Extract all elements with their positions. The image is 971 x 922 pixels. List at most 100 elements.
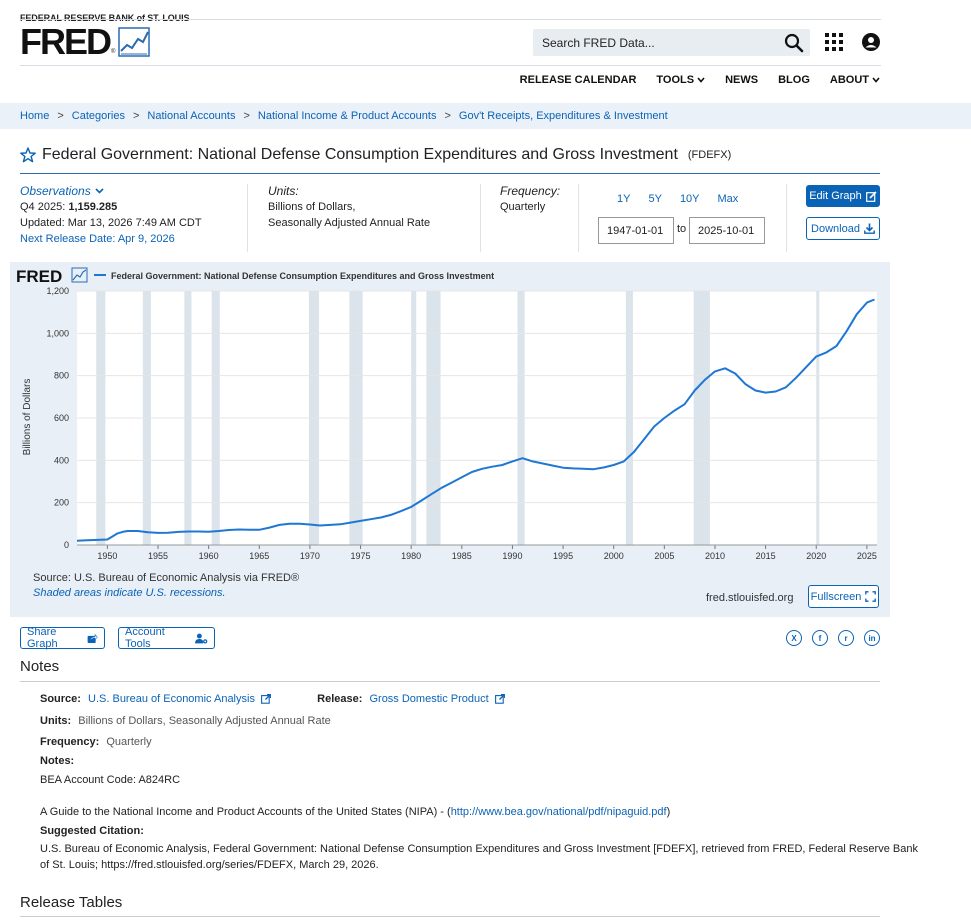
header-divider-2 <box>20 65 881 66</box>
chart-logo: FRED <box>16 267 62 286</box>
y-tick-label: 0 <box>64 540 69 550</box>
next-release-link[interactable]: Next Release Date: Apr 9, 2026 <box>20 233 175 245</box>
fred-logo[interactable]: FRED ® <box>20 21 151 62</box>
linkedin-icon[interactable]: in <box>864 630 880 646</box>
observations-dropdown[interactable]: Observations <box>20 183 202 199</box>
observations-block: Observations Q4 2025: 1,159.285 Updated:… <box>20 183 202 247</box>
notes-heading: Notes <box>20 658 60 675</box>
y-tick-label: 1,000 <box>46 328 69 338</box>
start-date-input[interactable] <box>598 217 674 244</box>
date-to-label: to <box>677 223 687 235</box>
y-tick-label: 800 <box>54 371 69 381</box>
suggested-citation-label: Suggested Citation: <box>40 825 144 837</box>
end-date-input[interactable] <box>689 217 765 244</box>
chevron-down-icon <box>697 77 705 83</box>
nav-news[interactable]: NEWS <box>725 74 759 86</box>
breadcrumb: Home > Categories > National Accounts > … <box>0 103 971 129</box>
release-tables-heading: Release Tables <box>20 894 123 911</box>
apps-grid-icon[interactable] <box>825 33 843 51</box>
meta-divider <box>578 184 579 252</box>
y-tick-label: 400 <box>54 455 69 465</box>
y-tick-label: 1,200 <box>46 286 69 296</box>
range-5y[interactable]: 5Y <box>648 193 662 205</box>
share-icon <box>87 633 98 643</box>
notes-divider <box>20 681 880 682</box>
search-icon[interactable] <box>784 33 804 53</box>
updated-time: Updated: Mar 13, 2026 7:49 AM CDT <box>20 217 202 229</box>
line-chart[interactable]: FRED Federal Government: National Defens… <box>10 262 890 617</box>
x-tick-label: 1955 <box>148 551 168 561</box>
breadcrumb-nipa[interactable]: National Income & Product Accounts <box>257 110 437 122</box>
logo-registered: ® <box>111 49 116 55</box>
series-id: (FDEFX) <box>687 149 732 161</box>
source-link[interactable]: U.S. Bureau of Economic Analysis <box>88 693 255 705</box>
x-tick-label: 1980 <box>401 551 421 561</box>
facebook-icon[interactable]: f <box>812 630 828 646</box>
citation-line-2: of St. Louis; https://fred.stlouisfed.or… <box>40 859 379 871</box>
account-tools-button[interactable]: Account Tools <box>118 626 215 650</box>
reddit-icon[interactable]: r <box>838 630 854 646</box>
external-link-icon <box>261 694 271 704</box>
nav-tools[interactable]: TOOLS <box>656 74 705 86</box>
source-note: Source: U.S. Bureau of Economic Analysis… <box>33 572 300 584</box>
star-icon[interactable] <box>20 147 36 163</box>
fullscreen-button[interactable]: Fullscreen <box>808 585 879 608</box>
citation-line-1: U.S. Bureau of Economic Analysis, Federa… <box>40 843 918 855</box>
series-line-fdefx[interactable] <box>76 298 875 542</box>
release-tables-divider <box>20 916 880 917</box>
source-url[interactable]: fred.stlouisfed.org <box>706 592 794 604</box>
date-range-shortcuts: 1Y 5Y 10Y Max <box>617 193 738 205</box>
units-block: Units: Billions of Dollars, Seasonally A… <box>268 184 431 229</box>
external-link-icon <box>494 694 505 704</box>
user-account-icon[interactable] <box>862 33 880 51</box>
x-tick-label: 1950 <box>97 551 117 561</box>
meta-divider <box>786 184 787 252</box>
logo-text: FRED <box>20 21 112 62</box>
breadcrumb-national-accounts[interactable]: National Accounts <box>147 110 236 122</box>
search-input[interactable] <box>533 35 773 50</box>
nav-release-calendar[interactable]: RELEASE CALENDAR <box>519 74 637 86</box>
logo-graph-icon <box>118 27 151 57</box>
range-1y[interactable]: 1Y <box>617 193 631 205</box>
y-tick-label: 600 <box>54 413 69 423</box>
range-10y[interactable]: 10Y <box>679 193 700 205</box>
frequency-block: Frequency: Quarterly <box>500 184 561 213</box>
breadcrumb-home[interactable]: Home <box>20 110 50 122</box>
breadcrumb-categories[interactable]: Categories <box>71 110 125 122</box>
legend-label: Federal Government: National Defense Con… <box>111 271 494 281</box>
x-tick-label: 2000 <box>604 551 624 561</box>
x-tick-label: 1970 <box>300 551 320 561</box>
x-tick-label: 2010 <box>705 551 725 561</box>
x-twitter-icon[interactable]: X <box>786 630 802 646</box>
nav-about[interactable]: ABOUT <box>830 74 880 86</box>
release-link[interactable]: Gross Domestic Product <box>369 693 489 705</box>
notes-notes-label: Notes: <box>40 755 75 767</box>
range-max[interactable]: Max <box>717 193 739 205</box>
user-gear-icon <box>195 633 208 644</box>
download-icon <box>864 223 875 234</box>
share-graph-button[interactable]: Share Graph <box>20 626 105 650</box>
meta-divider <box>480 184 481 252</box>
x-tick-label: 2005 <box>654 551 674 561</box>
x-tick-label: 1990 <box>502 551 522 561</box>
main-nav: RELEASE CALENDAR TOOLS NEWS BLOG ABOUT <box>520 74 880 86</box>
nav-blog[interactable]: BLOG <box>778 74 810 86</box>
latest-observation: Q4 2025: 1,159.285 <box>20 201 118 213</box>
edit-icon <box>865 190 877 202</box>
breadcrumb-govt-receipts[interactable]: Gov't Receipts, Expenditures & Investmen… <box>458 110 668 122</box>
series-title-row: Federal Government: National Defense Con… <box>20 146 731 164</box>
nipa-guide-link[interactable]: http://www.bea.gov/national/pdf/nipaguid… <box>450 806 667 818</box>
fullscreen-icon <box>865 591 877 602</box>
x-tick-label: 1975 <box>351 551 371 561</box>
download-button[interactable]: Download <box>806 217 880 240</box>
chart-panel: FRED Federal Government: National Defens… <box>10 262 890 617</box>
x-tick-label: 1995 <box>553 551 573 561</box>
recession-note[interactable]: Shaded areas indicate U.S. recessions. <box>33 587 226 599</box>
header-divider <box>20 19 881 20</box>
page-title: Federal Government: National Defense Con… <box>42 146 678 163</box>
y-axis-label: Billions of Dollars <box>22 379 33 456</box>
notes-frequency-row: Frequency: Quarterly <box>40 736 152 748</box>
edit-graph-button[interactable]: Edit Graph <box>806 185 880 207</box>
notes-bea-code: BEA Account Code: A824RC <box>40 774 181 786</box>
x-tick-label: 1965 <box>249 551 269 561</box>
